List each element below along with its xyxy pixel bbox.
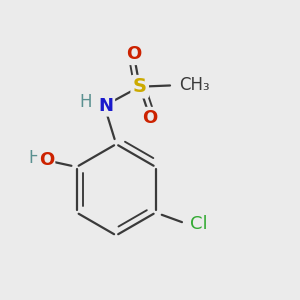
Text: CH₃: CH₃ [179,76,210,94]
Text: O: O [126,45,141,63]
Text: H: H [80,93,92,111]
Text: O: O [142,109,158,127]
Text: Cl: Cl [190,215,207,233]
Text: O: O [39,151,54,169]
Text: H: H [29,149,41,167]
Text: N: N [98,97,113,115]
Text: S: S [133,77,147,96]
